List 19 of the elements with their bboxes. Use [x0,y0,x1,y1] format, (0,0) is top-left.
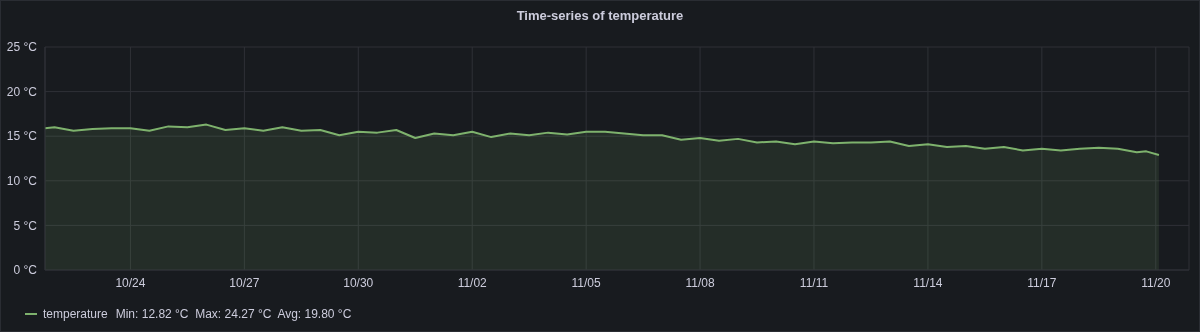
x-tick-label: 11/05 [571,275,602,290]
y-tick-label: 10 °C [6,174,38,189]
x-tick-label: 11/14 [913,275,943,290]
legend-label: temperature [43,307,108,321]
y-tick-label: 15 °C [6,129,38,144]
x-tick-label: 10/24 [115,275,146,290]
x-tick-label: 10/30 [343,275,374,290]
x-tick-label: 11/11 [799,275,829,290]
y-tick-label: 20 °C [6,84,38,99]
text: Min: 12.82 °C Max: 24.27 °C Avg: 19.80 °C [115,307,352,321]
x-tick-label: 11/08 [685,275,715,290]
x-tick-label: 10/27 [229,275,260,290]
x-tick-label: 11/20 [1141,275,1171,290]
y-tick-label: 5 °C [13,218,38,233]
y-tick-label: 0 °C [13,263,38,278]
x-tick-label: 11/17 [1027,275,1057,290]
y-tick-label: 25 °C [6,40,38,55]
chart-title: Time-series of temperature [515,7,685,25]
x-tick-label: 11/02 [457,275,488,290]
